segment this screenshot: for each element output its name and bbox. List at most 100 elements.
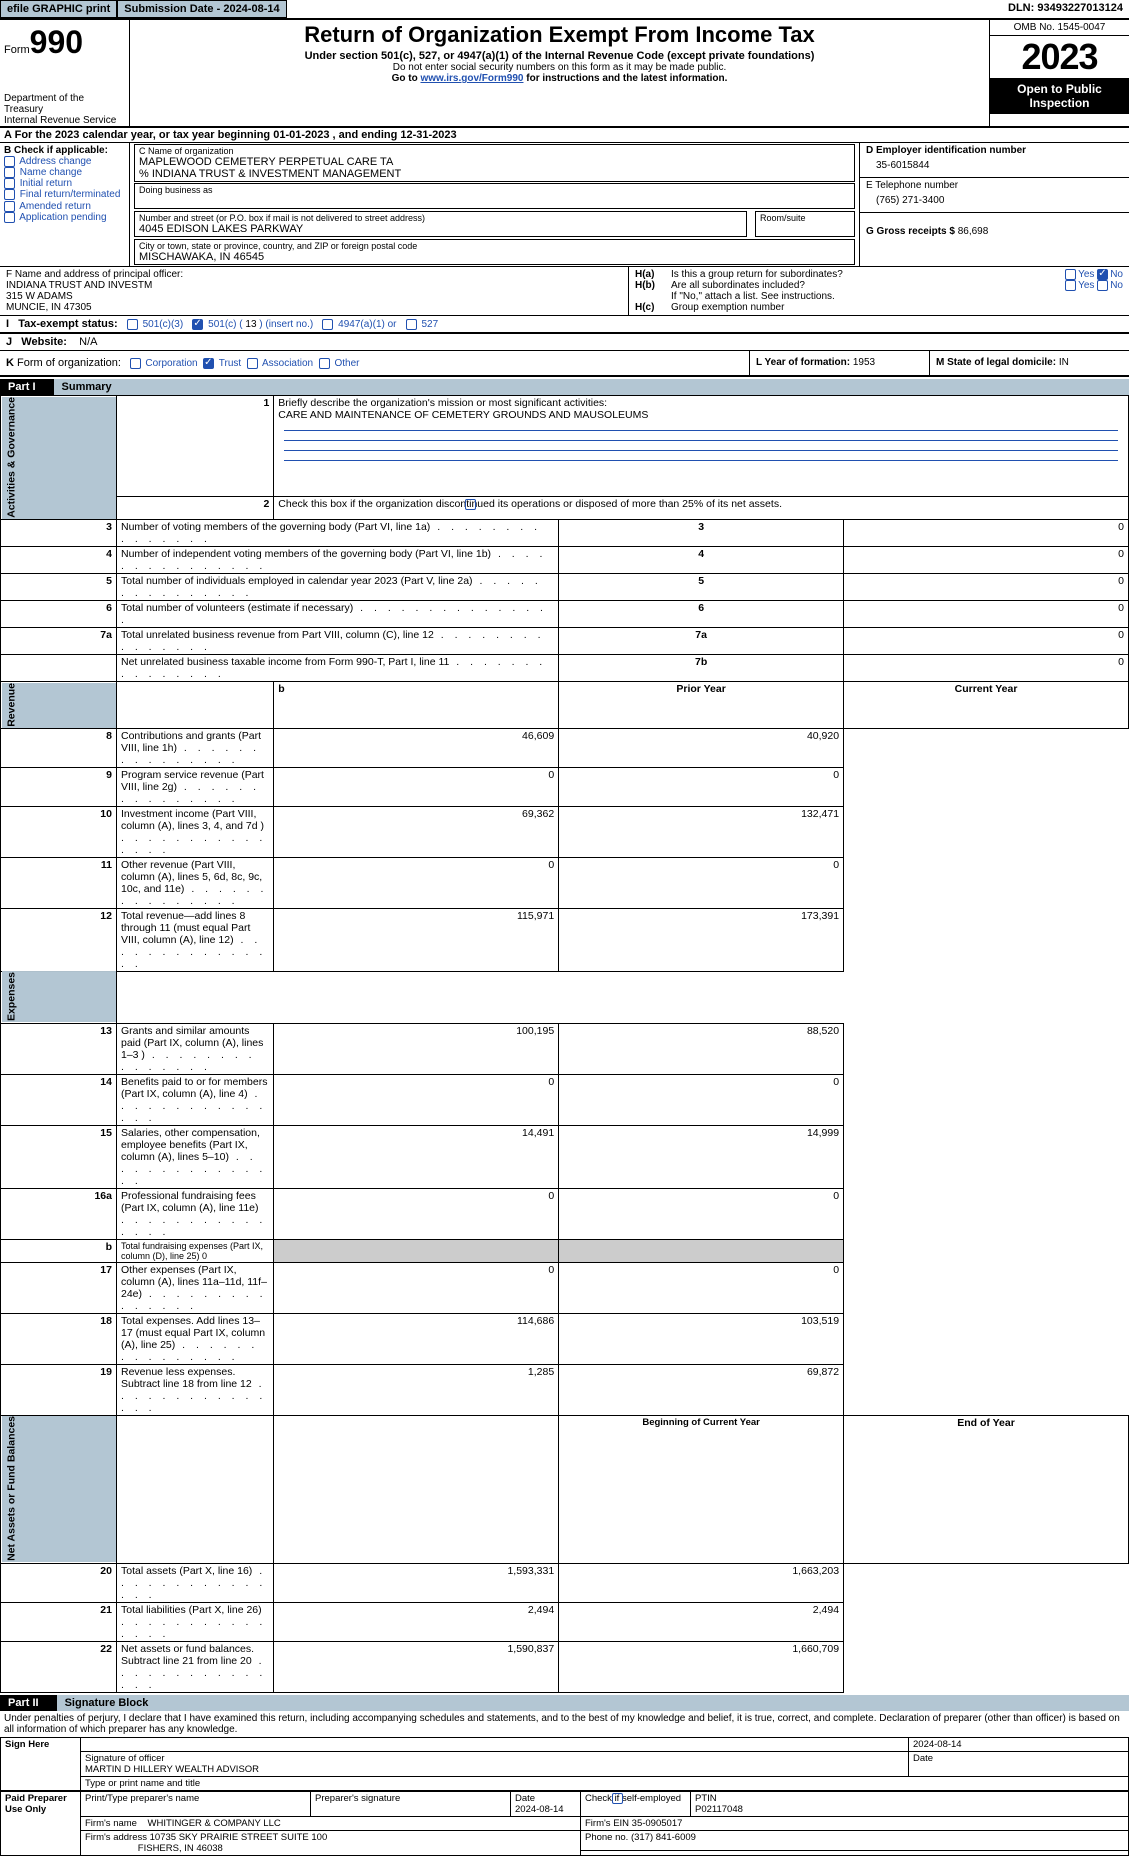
ptin: PTINP02117048 — [691, 1791, 1129, 1816]
k-option[interactable]: Corporation — [124, 358, 198, 369]
ts-501c[interactable]: 501(c) ( 13 ) (insert no.) — [192, 319, 313, 330]
l-label: L Year of formation: — [756, 357, 853, 368]
f-l1: INDIANA TRUST AND INVESTM — [6, 280, 622, 291]
a-end: 12-31-2023 — [400, 129, 456, 141]
line-prior: 0 — [274, 857, 559, 908]
line-1-num: 1 — [116, 396, 273, 497]
c-name1: MAPLEWOOD CEMETERY PERPETUAL CARE TA — [139, 156, 850, 168]
line-curr: 0 — [559, 857, 844, 908]
c-room-label: Room/suite — [760, 213, 850, 223]
line-prior: 115,971 — [274, 908, 559, 971]
line-refnum: 6 — [559, 601, 844, 628]
b-checkbox-item[interactable]: Amended return — [4, 201, 125, 212]
b-checkbox-item[interactable]: Initial return — [4, 178, 125, 189]
ts-501c3[interactable]: 501(c)(3) — [127, 319, 183, 330]
line-desc: Total fundraising expenses (Part IX, col… — [116, 1239, 273, 1262]
line-1: Briefly describe the organization's miss… — [274, 396, 1129, 497]
org-name-box: C Name of organization MAPLEWOOD CEMETER… — [134, 144, 855, 182]
dln: DLN: 93493227013124 — [1002, 0, 1129, 18]
line-val: 0 — [844, 520, 1129, 547]
line-num: 22 — [1, 1641, 117, 1692]
b-checkbox-item[interactable]: Application pending — [4, 212, 125, 223]
line-curr: 69,872 — [559, 1364, 844, 1415]
line-desc: Professional fundraising fees (Part IX, … — [116, 1188, 273, 1239]
ha-no[interactable]: No — [1097, 269, 1123, 280]
b-checkbox-item[interactable]: Address change — [4, 156, 125, 167]
line-val: 0 — [844, 547, 1129, 574]
line-desc: Total expenses. Add lines 13–17 (must eq… — [116, 1313, 273, 1364]
part2-num: Part II — [0, 1695, 57, 1711]
part1-header: Part I Summary — [0, 379, 1129, 395]
side-net: Net Assets or Fund Balances — [1, 1415, 117, 1563]
signature-table: Sign Here 2024-08-14 Signature of office… — [0, 1737, 1129, 1791]
hdr-prior: Prior Year — [559, 682, 844, 729]
selfemp: Check if self-employed — [581, 1791, 691, 1816]
form-header: Form990 Department of the Treasury Inter… — [0, 20, 1129, 128]
firm-ein: Firm's EIN 35-0905017 — [581, 1816, 1129, 1830]
hb-yes[interactable]: Yes — [1065, 280, 1094, 291]
tel-field: E Telephone number (765) 271-3400 — [860, 178, 1129, 213]
sub3-post: for instructions and the latest informat… — [523, 73, 727, 84]
hb-no[interactable]: No — [1097, 280, 1123, 291]
hb-note: If "No," attach a list. See instructions… — [671, 291, 1123, 302]
header-right: OMB No. 1545-0047 2023 Open to Public In… — [989, 20, 1129, 126]
efile-button[interactable]: efile GRAPHIC print — [0, 0, 117, 18]
dept-text: Department of the Treasury Internal Reve… — [4, 93, 125, 126]
top-bar: efile GRAPHIC print Submission Date - 20… — [0, 0, 1129, 20]
subdate-val: 2024-08-14 — [223, 3, 279, 15]
hdr-curr: Current Year — [844, 682, 1129, 729]
firm-name: Firm's name WHITINGER & COMPANY LLC — [81, 1816, 581, 1830]
d-ein-label: D Employer identification number — [866, 145, 1026, 156]
ts-527[interactable]: 527 — [406, 319, 438, 330]
writein-line — [284, 441, 1118, 451]
k-option[interactable]: Other — [313, 358, 359, 369]
line-curr: 88,520 — [559, 1023, 844, 1074]
section-a: A For the 2023 calendar year, or tax yea… — [0, 128, 1129, 143]
ha-yes[interactable]: Yes — [1065, 269, 1094, 280]
checkbox-icon — [1065, 269, 1076, 280]
k-option[interactable]: Association — [241, 358, 313, 369]
sign-here: Sign Here — [1, 1737, 81, 1790]
line-num: 20 — [1, 1563, 117, 1602]
line-val: 0 — [844, 601, 1129, 628]
checkbox-icon — [1065, 280, 1076, 291]
checkbox-icon[interactable] — [612, 1793, 623, 1804]
b-checkbox-item[interactable]: Name change — [4, 167, 125, 178]
line-curr: 1,663,203 — [559, 1563, 844, 1602]
q1-val: CARE AND MAINTENANCE OF CEMETERY GROUNDS… — [278, 409, 648, 421]
tax-status-row: I Tax-exempt status: 501(c)(3) 501(c) ( … — [0, 315, 1129, 333]
line-val: 0 — [844, 628, 1129, 655]
line-num: 19 — [1, 1364, 117, 1415]
paid-preparer: Paid Preparer Use Only — [1, 1791, 81, 1855]
form-sub: Under section 501(c), 527, or 4947(a)(1)… — [136, 50, 983, 62]
b-checkbox-item[interactable]: Final return/terminated — [4, 189, 125, 200]
writein-line — [284, 431, 1118, 441]
b-label: B Check if applicable: — [4, 145, 108, 156]
line-num: 17 — [1, 1262, 117, 1313]
ts-4947[interactable]: 4947(a)(1) or — [322, 319, 396, 330]
checkbox-icon[interactable] — [465, 499, 476, 510]
line-refnum: 4 — [559, 547, 844, 574]
checkbox-icon — [4, 201, 15, 212]
line-refnum: 5 — [559, 574, 844, 601]
k-option[interactable]: Trust — [198, 358, 242, 369]
j-label: Website: — [21, 336, 67, 348]
line-prior: 2,494 — [274, 1602, 559, 1641]
line-desc: Revenue less expenses. Subtract line 18 … — [116, 1364, 273, 1415]
checkbox-icon — [1097, 280, 1108, 291]
c-city-label: City or town, state or province, country… — [139, 241, 850, 251]
line-prior: 69,362 — [274, 806, 559, 857]
form-number: Form990 — [4, 24, 125, 61]
line-desc: Investment income (Part VIII, column (A)… — [116, 806, 273, 857]
line-desc: Total number of individuals employed in … — [116, 574, 558, 601]
sig-officer: Signature of officerMARTIN D HILLERY WEA… — [81, 1751, 909, 1776]
line-prior: 0 — [274, 1262, 559, 1313]
irs-link[interactable]: www.irs.gov/Form990 — [420, 73, 523, 84]
line-desc: Benefits paid to or for members (Part IX… — [116, 1074, 273, 1125]
line-prior: 1,593,331 — [274, 1563, 559, 1602]
line-num: 7a — [1, 628, 117, 655]
c-name2: % INDIANA TRUST & INVESTMENT MANAGEMENT — [139, 168, 850, 180]
q1-label: Briefly describe the organization's miss… — [278, 397, 607, 409]
line-prior: 46,609 — [274, 728, 559, 767]
line-desc: Total number of volunteers (estimate if … — [116, 601, 558, 628]
